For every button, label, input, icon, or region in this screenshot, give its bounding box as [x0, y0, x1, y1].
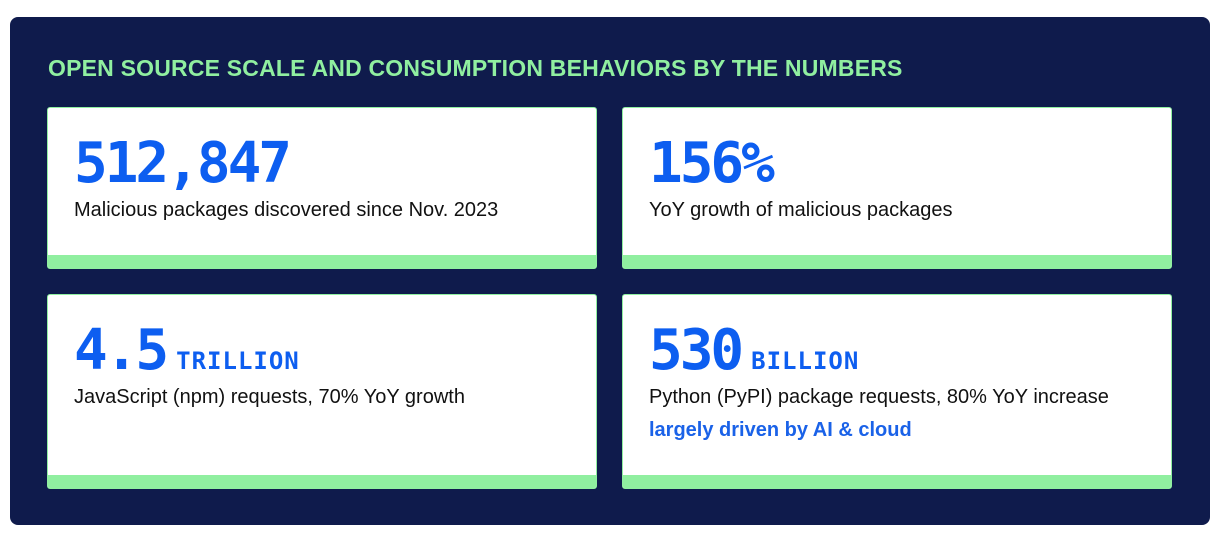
stat-description: YoY growth of malicious packages [649, 199, 953, 221]
stat-card-malicious-growth: 156% YoY growth of malicious packages [622, 107, 1172, 269]
stat-line: 156% [649, 131, 775, 196]
card-accent-bar [623, 255, 1171, 268]
card-accent-bar [48, 255, 596, 268]
card-accent-bar [48, 475, 596, 488]
stats-panel: OPEN SOURCE SCALE AND CONSUMPTION BEHAVI… [10, 17, 1210, 525]
stat-line: 512,847 [74, 131, 292, 196]
stat-card-pypi-requests: 530 BILLION Python (PyPI) package reques… [622, 294, 1172, 489]
stat-value: 4.5 [74, 318, 169, 383]
stat-card-npm-requests: 4.5 TRILLION JavaScript (npm) requests, … [47, 294, 597, 489]
stat-line: 4.5 TRILLION [74, 323, 300, 379]
stat-value: 156% [649, 131, 775, 196]
stat-description: Malicious packages discovered since Nov.… [74, 199, 499, 221]
stat-description: Python (PyPI) package requests, 80% YoY … [649, 386, 1109, 408]
panel-title: OPEN SOURCE SCALE AND CONSUMPTION BEHAVI… [48, 55, 903, 81]
stat-value: 530 [649, 318, 744, 383]
stat-card-malicious-packages: 512,847 Malicious packages discovered si… [47, 107, 597, 269]
stat-line: 530 BILLION [649, 323, 859, 379]
stat-note: largely driven by AI & cloud [649, 419, 912, 441]
stat-description: JavaScript (npm) requests, 70% YoY growt… [74, 386, 465, 408]
stat-value: 512,847 [74, 131, 292, 196]
stat-unit: TRILLION [176, 347, 300, 375]
card-accent-bar [623, 475, 1171, 488]
stat-unit: BILLION [751, 347, 860, 375]
